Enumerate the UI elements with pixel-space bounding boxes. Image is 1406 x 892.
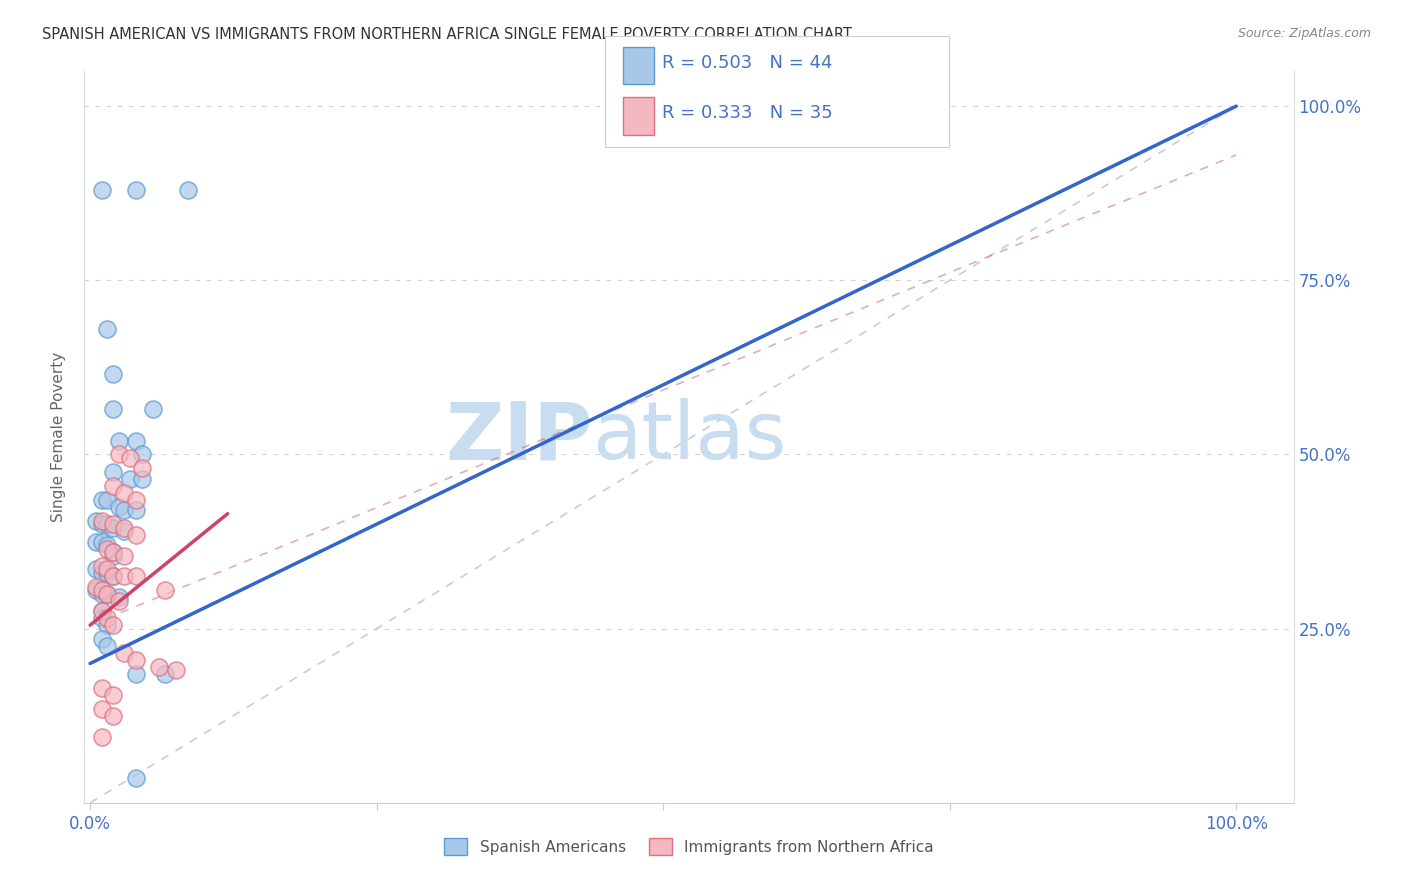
Point	[142, 402, 165, 417]
Point	[114, 503, 136, 517]
Point	[96, 492, 118, 507]
Point	[114, 646, 136, 660]
Point	[84, 562, 107, 576]
Point	[125, 667, 148, 681]
Point	[96, 611, 118, 625]
Point	[101, 618, 124, 632]
Point	[125, 527, 148, 541]
Point	[90, 604, 112, 618]
Point	[96, 538, 118, 552]
Point	[107, 434, 129, 448]
Point	[107, 448, 129, 462]
Point	[131, 472, 153, 486]
Point	[90, 517, 112, 532]
Point	[101, 688, 124, 702]
Point	[84, 534, 107, 549]
Point	[84, 514, 107, 528]
Point	[120, 450, 142, 465]
Point	[114, 485, 136, 500]
Text: R = 0.503   N = 44: R = 0.503 N = 44	[662, 54, 832, 71]
Text: SPANISH AMERICAN VS IMMIGRANTS FROM NORTHERN AFRICA SINGLE FEMALE POVERTY CORREL: SPANISH AMERICAN VS IMMIGRANTS FROM NORT…	[42, 27, 852, 42]
Point	[125, 492, 148, 507]
Point	[90, 514, 112, 528]
Point	[90, 681, 112, 695]
Point	[84, 583, 107, 598]
Point	[96, 566, 118, 580]
Point	[107, 594, 129, 608]
Point	[90, 583, 112, 598]
Point	[96, 541, 118, 556]
Point	[101, 545, 124, 559]
Point	[148, 660, 170, 674]
Point	[90, 566, 112, 580]
Text: Source: ZipAtlas.com: Source: ZipAtlas.com	[1237, 27, 1371, 40]
Point	[101, 517, 124, 532]
Point	[125, 434, 148, 448]
Point	[176, 183, 198, 197]
Point	[131, 448, 153, 462]
Text: atlas: atlas	[592, 398, 786, 476]
Point	[125, 569, 148, 583]
Point	[96, 587, 118, 601]
Point	[96, 322, 118, 336]
Point	[90, 611, 112, 625]
Point	[101, 545, 124, 559]
Point	[153, 667, 176, 681]
Point	[90, 730, 112, 744]
Point	[96, 517, 118, 532]
Point	[90, 183, 112, 197]
Point	[165, 664, 187, 678]
Point	[114, 569, 136, 583]
Text: ZIP: ZIP	[444, 398, 592, 476]
Text: R = 0.333   N = 35: R = 0.333 N = 35	[662, 104, 832, 122]
Point	[101, 368, 124, 382]
Point	[125, 653, 148, 667]
Point	[90, 534, 112, 549]
Point	[96, 587, 118, 601]
Point	[84, 580, 107, 594]
Point	[114, 521, 136, 535]
Point	[101, 465, 124, 479]
Point	[153, 583, 176, 598]
Point	[120, 472, 142, 486]
Point	[101, 521, 124, 535]
Point	[125, 183, 148, 197]
Point	[96, 618, 118, 632]
Point	[107, 591, 129, 605]
Point	[114, 524, 136, 538]
Point	[90, 702, 112, 716]
Point	[96, 562, 118, 576]
Point	[125, 503, 148, 517]
Point	[90, 587, 112, 601]
Point	[101, 402, 124, 417]
Point	[114, 549, 136, 563]
Point	[101, 569, 124, 583]
Point	[101, 479, 124, 493]
Point	[90, 492, 112, 507]
Legend: Spanish Americans, Immigrants from Northern Africa: Spanish Americans, Immigrants from North…	[439, 832, 939, 861]
Point	[101, 569, 124, 583]
Point	[90, 632, 112, 646]
Point	[107, 500, 129, 514]
Point	[101, 549, 124, 563]
Point	[101, 708, 124, 723]
Point	[90, 558, 112, 573]
Point	[90, 604, 112, 618]
Y-axis label: Single Female Poverty: Single Female Poverty	[51, 352, 66, 522]
Point	[96, 639, 118, 653]
Point	[131, 461, 153, 475]
Point	[125, 772, 148, 786]
